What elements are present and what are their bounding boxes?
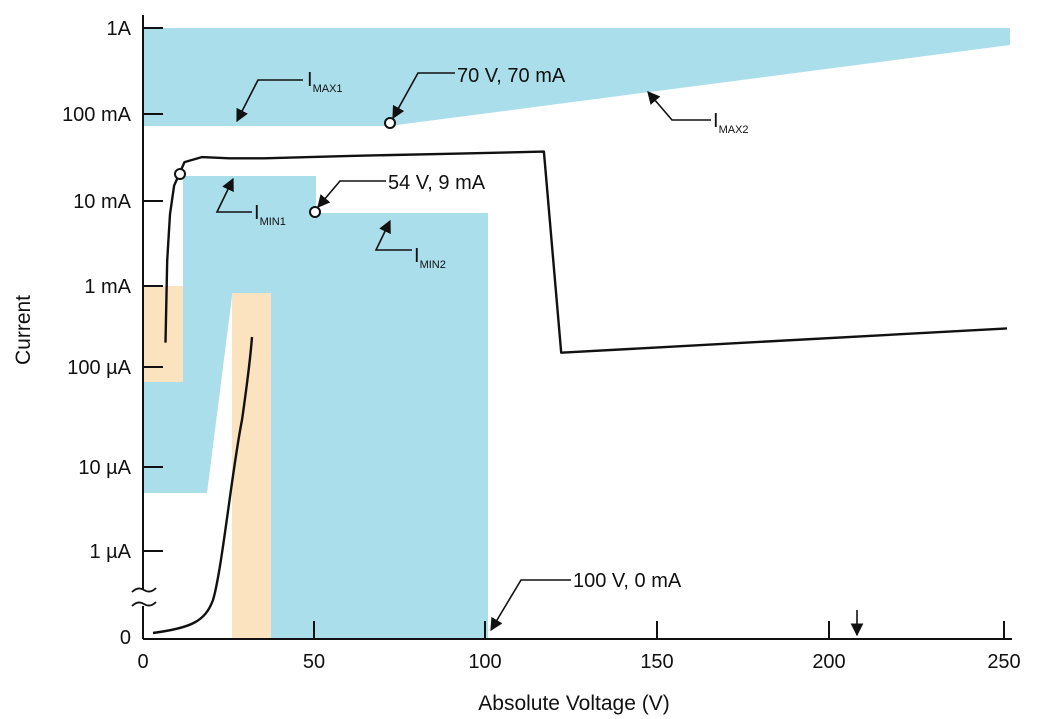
y-tick-label: 100 mA bbox=[62, 104, 132, 126]
y-tick-label: 10 µA bbox=[78, 457, 131, 479]
markers bbox=[174, 117, 396, 218]
label-imax1-main: I bbox=[307, 69, 313, 91]
annotation-70v-70ma: 70 V, 70 mA bbox=[457, 65, 566, 87]
label-imin1: IMIN1 bbox=[254, 202, 286, 228]
x-tick-label: 250 bbox=[987, 651, 1020, 673]
region-imax bbox=[143, 28, 1010, 126]
leader-lines bbox=[215, 72, 864, 637]
curves bbox=[152, 150, 1008, 635]
label-imax1-sub: MAX1 bbox=[313, 83, 343, 95]
leader-70v bbox=[392, 72, 455, 120]
curve-detection bbox=[152, 336, 254, 635]
y-tick-label: 100 µA bbox=[67, 357, 131, 379]
annotation-100v-0ma: 100 V, 0 mA bbox=[573, 570, 682, 592]
y-tick-label: 1 mA bbox=[84, 276, 131, 298]
x-tick-label: 50 bbox=[303, 651, 325, 673]
region-imin bbox=[143, 176, 488, 639]
label-imax2-main: I bbox=[713, 110, 719, 132]
label-imin1-main: I bbox=[254, 202, 260, 224]
y-tick-label: 10 mA bbox=[73, 191, 131, 213]
label-imax2: IMAX2 bbox=[713, 110, 749, 136]
y-tick-label: 1 µA bbox=[89, 541, 131, 563]
x-tick-label: 150 bbox=[640, 651, 673, 673]
label-imin2-sub: MIN2 bbox=[420, 259, 446, 271]
y-tick-label: 0 bbox=[120, 627, 131, 649]
leader-imin2 bbox=[374, 219, 412, 251]
leader-imax2 bbox=[647, 91, 711, 121]
label-imax2-sub: MAX2 bbox=[719, 124, 749, 136]
point-marker-1 bbox=[174, 168, 186, 180]
x-tick-label: 200 bbox=[812, 651, 845, 673]
y-axis-break-icon bbox=[131, 587, 157, 607]
y-axis-title: Current bbox=[12, 295, 35, 365]
y-tick-label: 1A bbox=[107, 18, 132, 40]
point-marker-3 bbox=[309, 206, 321, 218]
label-imin2-main: I bbox=[414, 245, 420, 267]
x-tick-label: 0 bbox=[137, 651, 148, 673]
leader-imin1 bbox=[215, 177, 252, 213]
leader-54v bbox=[317, 180, 386, 208]
annotation-54v-9ma: 54 V, 9 mA bbox=[388, 172, 486, 194]
x-axis-title: Absolute Voltage (V) bbox=[478, 692, 669, 715]
x-tick-label: 100 bbox=[468, 651, 501, 673]
label-imin1-sub: MIN1 bbox=[260, 216, 286, 228]
regions bbox=[143, 28, 1010, 639]
curve-pd-current bbox=[164, 150, 1008, 354]
label-imin2: IMIN2 bbox=[414, 245, 446, 271]
leader-100v bbox=[490, 579, 571, 632]
point-marker-2 bbox=[384, 117, 396, 129]
axes: 0 50 100 150 200 250 0 1 µA 10 µA 100 µA 1 mA 10 mA… bbox=[62, 15, 1021, 673]
leader-imax1 bbox=[236, 79, 303, 123]
label-imax1: IMAX1 bbox=[307, 69, 343, 95]
